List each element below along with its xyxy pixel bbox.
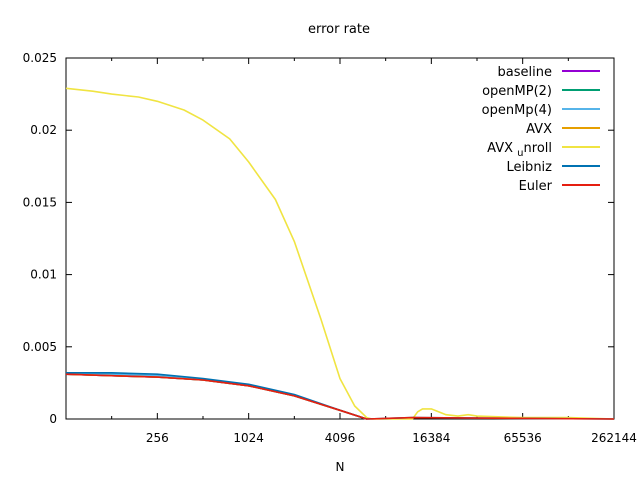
legend-label-openmp-2: openMP(2)	[482, 84, 552, 99]
legend-label-euler: Euler	[519, 179, 553, 194]
y-tick-label: 0.01	[30, 268, 57, 282]
y-tick-label: 0.015	[23, 195, 57, 209]
legend-label-leibniz: Leibniz	[506, 160, 552, 175]
x-tick-label: 262144	[591, 431, 637, 445]
legend-label-avx-unroll: AVX unroll	[487, 141, 552, 159]
series-line-euler	[65, 373, 615, 420]
y-tick-label: 0.025	[23, 51, 57, 65]
plot-axes: 0 0.005 0.01 0.015 0.02 0.025 256 1024 4096 16384…	[23, 51, 637, 445]
y-tick-label: 0	[49, 412, 57, 426]
legend: baseline openMP(2) openMp(4) AVX AVX unrollL…	[482, 65, 600, 194]
chart-title: error rate	[308, 22, 370, 37]
series-line-avx-unroll	[65, 87, 615, 420]
y-tick-label: 0.005	[23, 340, 57, 354]
x-tick-label: 1024	[233, 431, 264, 445]
x-axis-label: N	[336, 460, 345, 474]
x-tick-label: 256	[146, 431, 169, 445]
x-tick-label: 4096	[325, 431, 356, 445]
x-tick-label: 16384	[412, 431, 450, 445]
legend-label-baseline: baseline	[498, 65, 552, 80]
legend-label-openmp-4: openMp(4)	[482, 103, 552, 118]
y-tick-label: 0.02	[30, 123, 57, 137]
x-tick-label: 65536	[504, 431, 542, 445]
series-layer	[65, 87, 615, 420]
legend-label-avx: AVX	[526, 122, 552, 137]
